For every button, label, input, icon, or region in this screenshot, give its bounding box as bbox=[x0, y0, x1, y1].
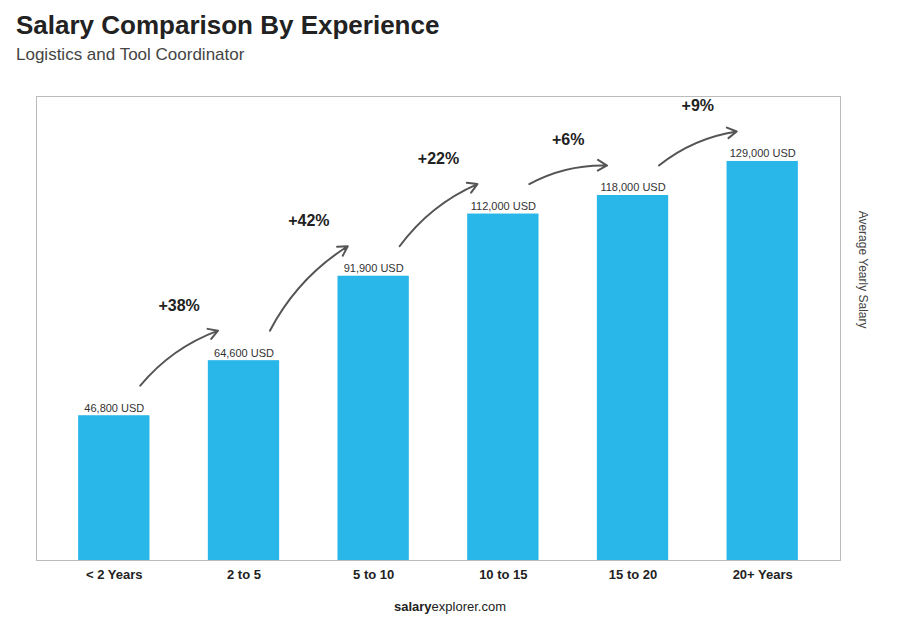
svg-text:64,600 USD: 64,600 USD bbox=[214, 347, 274, 359]
svg-text:5 to 10: 5 to 10 bbox=[353, 567, 394, 582]
html-text:Logistics and Tool Coordinator: Logistics and Tool Coordinator bbox=[16, 45, 245, 64]
svg-text:118,000 USD: 118,000 USD bbox=[600, 181, 665, 193]
svg-text:20+ Years: 20+ Years bbox=[733, 567, 793, 582]
svg-text:+38%: +38% bbox=[158, 297, 199, 314]
svg-text:+6%: +6% bbox=[552, 131, 584, 148]
svg-text:+42%: +42% bbox=[288, 212, 329, 229]
svg-text:Average Yearly Salary: Average Yearly Salary bbox=[856, 211, 870, 329]
svg-text:129,000 USD: 129,000 USD bbox=[730, 147, 796, 159]
svg-text:+9%: +9% bbox=[682, 97, 714, 114]
svg-text:15 to 20: 15 to 20 bbox=[609, 567, 657, 582]
svg-text:91,900 USD: 91,900 USD bbox=[344, 262, 404, 274]
svg-text:+22%: +22% bbox=[418, 150, 459, 167]
svg-text:112,000 USD: 112,000 USD bbox=[471, 200, 536, 212]
svg-text:10 to 15: 10 to 15 bbox=[479, 567, 527, 582]
html-text:salary explorer.com: salary explorer.com bbox=[394, 599, 506, 614]
svg-text:46,800 USD: 46,800 USD bbox=[84, 402, 144, 414]
svg-text:2 to 5: 2 to 5 bbox=[227, 567, 261, 582]
html-text:Salary Comparison By Experienc: Salary Comparison By Experience bbox=[16, 10, 440, 40]
svg-text:< 2 Years: < 2 Years bbox=[86, 567, 143, 582]
